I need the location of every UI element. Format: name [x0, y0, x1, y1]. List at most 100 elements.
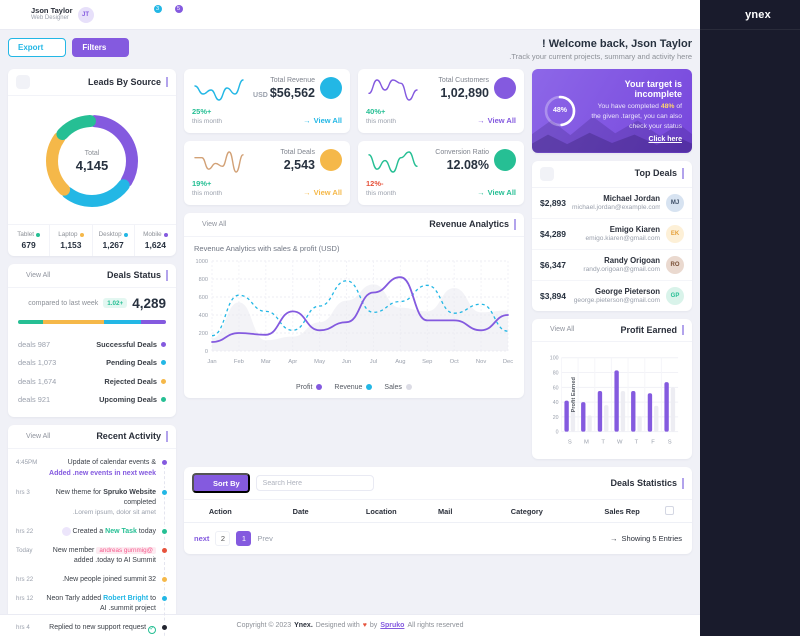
activity-text: Replied to new support request ✓: [46, 623, 156, 634]
hamburger-menu-icon[interactable]: [678, 9, 690, 21]
leads-legend-label: Desktop: [95, 231, 132, 238]
stat-icon-user: [494, 77, 516, 99]
activity-segment: New Task: [105, 527, 137, 535]
legend-value: 679: [21, 240, 36, 250]
target-progress-ring: 48%: [542, 93, 578, 129]
ynex-logo-icon: [729, 9, 741, 21]
stat-change-block: 19%+ this month: [192, 179, 222, 197]
user-menu[interactable]: Json Taylor Web Designer JT: [31, 6, 94, 23]
stat-card-total-revenue: Total Revenue USD $56,562 25%+ this month → Vi…: [184, 69, 350, 133]
click-here-link[interactable]: Click here: [648, 135, 682, 143]
sidebar-logo[interactable]: ynex: [700, 0, 800, 30]
chart-menu-icon[interactable]: [435, 244, 444, 253]
stat-period: this month: [366, 190, 396, 197]
content-grid: Leads By Source Total 4,145 Tablet 679 Lap…: [8, 69, 692, 636]
notifications-badge: 3: [153, 4, 162, 13]
chart-pan-icon[interactable]: [463, 244, 472, 253]
arrow-right-icon: →: [477, 188, 485, 197]
view-all-link[interactable]: View All: [16, 433, 50, 440]
column-header-date[interactable]: Date: [256, 500, 316, 524]
fullscreen-icon[interactable]: [103, 9, 115, 21]
activity-dot-col: [161, 527, 168, 537]
svg-text:T: T: [635, 440, 639, 446]
activity-text: Update of calendar events & Added .new e…: [46, 458, 156, 478]
deals-label-text: Successful Deals: [96, 339, 157, 349]
svg-text:0: 0: [205, 349, 208, 355]
card-options-button[interactable]: [16, 75, 30, 89]
card-options-button[interactable]: [540, 166, 554, 181]
page-2-button[interactable]: 2: [215, 531, 231, 547]
stat-top: Conversion Ratio 12.08%: [366, 149, 516, 175]
filters-button[interactable]: Filters: [72, 38, 130, 57]
dollar-icon: [326, 83, 337, 94]
user-avatar[interactable]: JT: [77, 6, 94, 23]
view-all-link[interactable]: View All: [540, 326, 574, 333]
apps-grid-icon[interactable]: [124, 9, 136, 21]
top-deal-row: $6,347 Randy Origoan randy.origoan@gmail.c…: [532, 250, 692, 281]
view-all-link[interactable]: View All: [16, 272, 50, 279]
stat-title: Total Revenue: [270, 77, 315, 84]
settings-icon[interactable]: [10, 9, 22, 21]
chart-zoom-out-icon[interactable]: [491, 244, 500, 253]
next-page-link[interactable]: next: [194, 534, 210, 544]
top-deal-row: $3,894 George Pieterson george.pieterson@g…: [532, 281, 692, 311]
card-title: Deals Status: [107, 270, 168, 281]
target-progress-svg: [544, 95, 576, 127]
column-header-mail[interactable]: Mail: [403, 500, 460, 524]
legend-value: 1,267: [102, 240, 124, 250]
view-all-link[interactable]: → View All: [477, 116, 516, 125]
dark-mode-icon[interactable]: [187, 9, 199, 21]
sort-by-button[interactable]: Sort By: [192, 473, 250, 494]
export-icon: [47, 43, 56, 52]
select-all-checkbox[interactable]: [646, 500, 692, 524]
prev-page-link[interactable]: Prev: [257, 534, 273, 544]
activity-segment: Robert Bright: [103, 595, 149, 603]
dots-vertical-icon: [543, 170, 551, 178]
column-header-sales-rep[interactable]: Sales Rep: [549, 500, 647, 524]
column-header-category[interactable]: Category: [459, 500, 550, 524]
cart-icon-wrap[interactable]: 5: [166, 4, 183, 21]
checkbox[interactable]: [664, 505, 674, 515]
export-button[interactable]: Export: [8, 38, 67, 57]
activity-timeline: 4:45PM Update of calendar events & Added …: [8, 449, 176, 636]
legend-dot: [316, 384, 323, 391]
stat-value: 1,02,890: [440, 86, 489, 100]
welcome-block: ! Welcome back, Json Taylor .Track your …: [509, 38, 692, 61]
target-card: 48% Your target is incomplete You have c…: [532, 69, 692, 153]
activity-subtext: .Lorem ipsum, dolor sit amet: [72, 509, 156, 517]
right-column: 48% Your target is incomplete You have c…: [532, 69, 692, 460]
column-header-location[interactable]: Location: [315, 500, 404, 524]
chart-toolbar-row: Revenue Analytics with sales & profit (U…: [184, 237, 524, 253]
view-all-link[interactable]: View All: [192, 221, 226, 228]
legend-item-profit: Profit: [296, 384, 323, 391]
svg-text:W: W: [617, 440, 623, 446]
stat-change-block: 25%+ this month: [192, 107, 222, 125]
stat-change: 25%+: [192, 107, 212, 116]
target-percent: 48%: [552, 107, 567, 115]
view-all-link[interactable]: → View All: [303, 188, 342, 197]
legend-dot: [123, 232, 128, 237]
chart-zoom-in-icon[interactable]: [477, 244, 486, 253]
user-name: Json Taylor: [31, 6, 73, 16]
view-all-link[interactable]: → View All: [303, 116, 342, 125]
top-deals-list: $2,893 Michael Jordan michael.jordan@examp…: [532, 188, 692, 311]
spruko-link[interactable]: Spruko: [380, 622, 405, 629]
activity-dot-col: [161, 488, 168, 518]
chart-reset-icon[interactable]: [505, 244, 514, 253]
activity-item: hrs 22 Created a New Task today: [8, 522, 176, 541]
search-icon[interactable]: [229, 9, 241, 21]
language-flag-icon[interactable]: [208, 9, 220, 21]
avatar: MJ: [666, 193, 684, 212]
column-header-action[interactable]: Action: [184, 500, 257, 524]
search-input[interactable]: [255, 475, 374, 492]
deals-status-item: deals 1,674 Rejected Deals: [18, 372, 166, 391]
chart-home-icon[interactable]: [449, 244, 458, 253]
notifications-icon[interactable]: 3: [145, 4, 162, 21]
page-1-button[interactable]: 1: [236, 531, 252, 547]
sidebar-nav: [700, 30, 800, 636]
legend-label: Sales: [384, 383, 402, 391]
stat-info: Conversion Ratio 12.08%: [425, 149, 489, 172]
stat-title: Total Deals: [280, 149, 315, 156]
legend-value: 1,153: [60, 240, 82, 250]
view-all-link[interactable]: → View All: [477, 188, 516, 197]
